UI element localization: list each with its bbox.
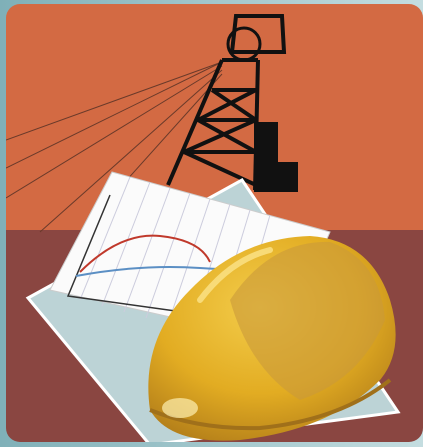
panel <box>6 4 423 442</box>
building <box>270 162 298 192</box>
hard-hat <box>148 236 396 441</box>
